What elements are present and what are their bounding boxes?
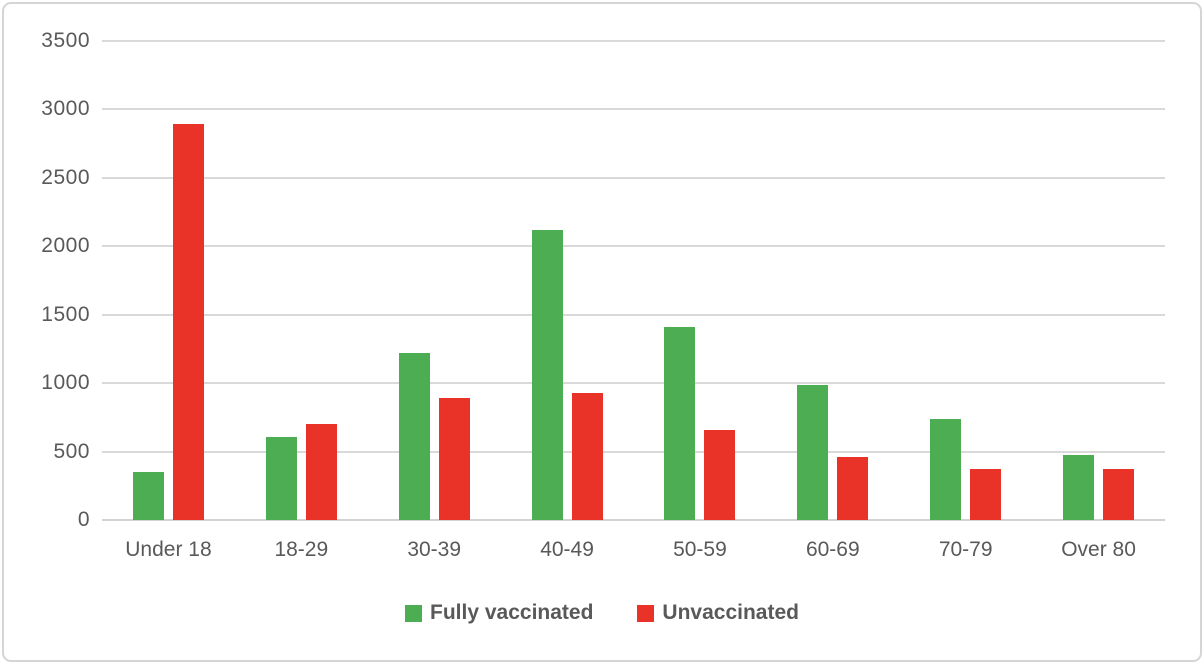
- gridline: [102, 382, 1165, 385]
- bar-group-40-49: [501, 41, 634, 520]
- bar-fully-vaccinated: [930, 418, 962, 520]
- x-axis-tick-label: 18-29: [274, 538, 329, 561]
- bar-unvaccinated: [704, 429, 736, 520]
- y-axis-tick-label: 500: [53, 439, 90, 463]
- x-axis-tick-label: Under 18: [125, 538, 212, 561]
- y-axis-tick-label: 3000: [41, 97, 90, 121]
- legend-item-unvaccinated: Unvaccinated: [637, 601, 799, 625]
- bar-unvaccinated: [837, 457, 869, 520]
- gridline: [102, 519, 1165, 521]
- gridline: [102, 313, 1165, 316]
- plot-area: [102, 40, 1165, 521]
- x-axis-tick-label: 40-49: [540, 538, 594, 561]
- bar-group-over-80: [1032, 41, 1165, 520]
- x-axis-tick-labels: Under 18 18-29 30-39 40-49 50-59 60-69 70-79 Ov…: [102, 538, 1165, 562]
- legend-item-fully-vaccinated: Fully vaccinated: [405, 601, 593, 625]
- bar-group-30-39: [368, 41, 501, 520]
- x-axis-tick-label: 70-79: [938, 538, 993, 561]
- gridline: [102, 176, 1165, 179]
- x-axis-tick-label: 50-59: [673, 538, 727, 561]
- bar-fully-vaccinated: [531, 229, 563, 520]
- bar-unvaccinated: [1103, 468, 1135, 520]
- x-axis-tick-label: 30-39: [407, 538, 462, 561]
- gridline: [102, 450, 1165, 453]
- bar-unvaccinated: [305, 424, 337, 520]
- bar-group-under-18: [102, 41, 235, 520]
- bar-fully-vaccinated: [1063, 455, 1095, 520]
- legend-label: Fully vaccinated: [430, 601, 594, 624]
- bar-groups: [102, 41, 1165, 520]
- bar-unvaccinated: [970, 468, 1002, 520]
- y-axis-tick-label: 3500: [41, 29, 90, 52]
- gridline: [102, 40, 1165, 42]
- bar-group-18-29: [235, 41, 368, 520]
- y-axis-tick-label: 1500: [41, 302, 90, 326]
- x-axis-tick-label: 60-69: [805, 538, 860, 561]
- bar-group-50-59: [634, 41, 767, 520]
- legend-label: Unvaccinated: [662, 601, 799, 624]
- bar-fully-vaccinated: [265, 436, 297, 520]
- bar-unvaccinated: [438, 398, 470, 520]
- bar-fully-vaccinated: [664, 327, 696, 520]
- bar-fully-vaccinated: [797, 384, 829, 520]
- x-axis-tick-label: Over 80: [1061, 538, 1136, 561]
- y-axis-tick-label: 1000: [41, 371, 90, 395]
- gridline: [102, 108, 1165, 111]
- chart-legend: Fully vaccinated Unvaccinated: [4, 601, 1200, 625]
- gridline: [102, 245, 1165, 248]
- bar-fully-vaccinated: [132, 472, 164, 520]
- y-axis-tick-labels: 3500 3000 2500 2000 1500 1000 500 0: [4, 29, 90, 531]
- bar-fully-vaccinated: [398, 353, 430, 520]
- y-axis-tick-label: 2000: [41, 234, 90, 258]
- bar-unvaccinated: [172, 124, 204, 520]
- legend-swatch-icon: [637, 604, 655, 622]
- bar-unvaccinated: [571, 392, 603, 520]
- bar-group-70-79: [899, 41, 1032, 520]
- y-axis-tick-label: 0: [77, 508, 90, 531]
- y-axis-tick-label: 2500: [41, 165, 90, 189]
- legend-swatch-icon: [405, 604, 423, 622]
- bar-group-60-69: [766, 41, 899, 520]
